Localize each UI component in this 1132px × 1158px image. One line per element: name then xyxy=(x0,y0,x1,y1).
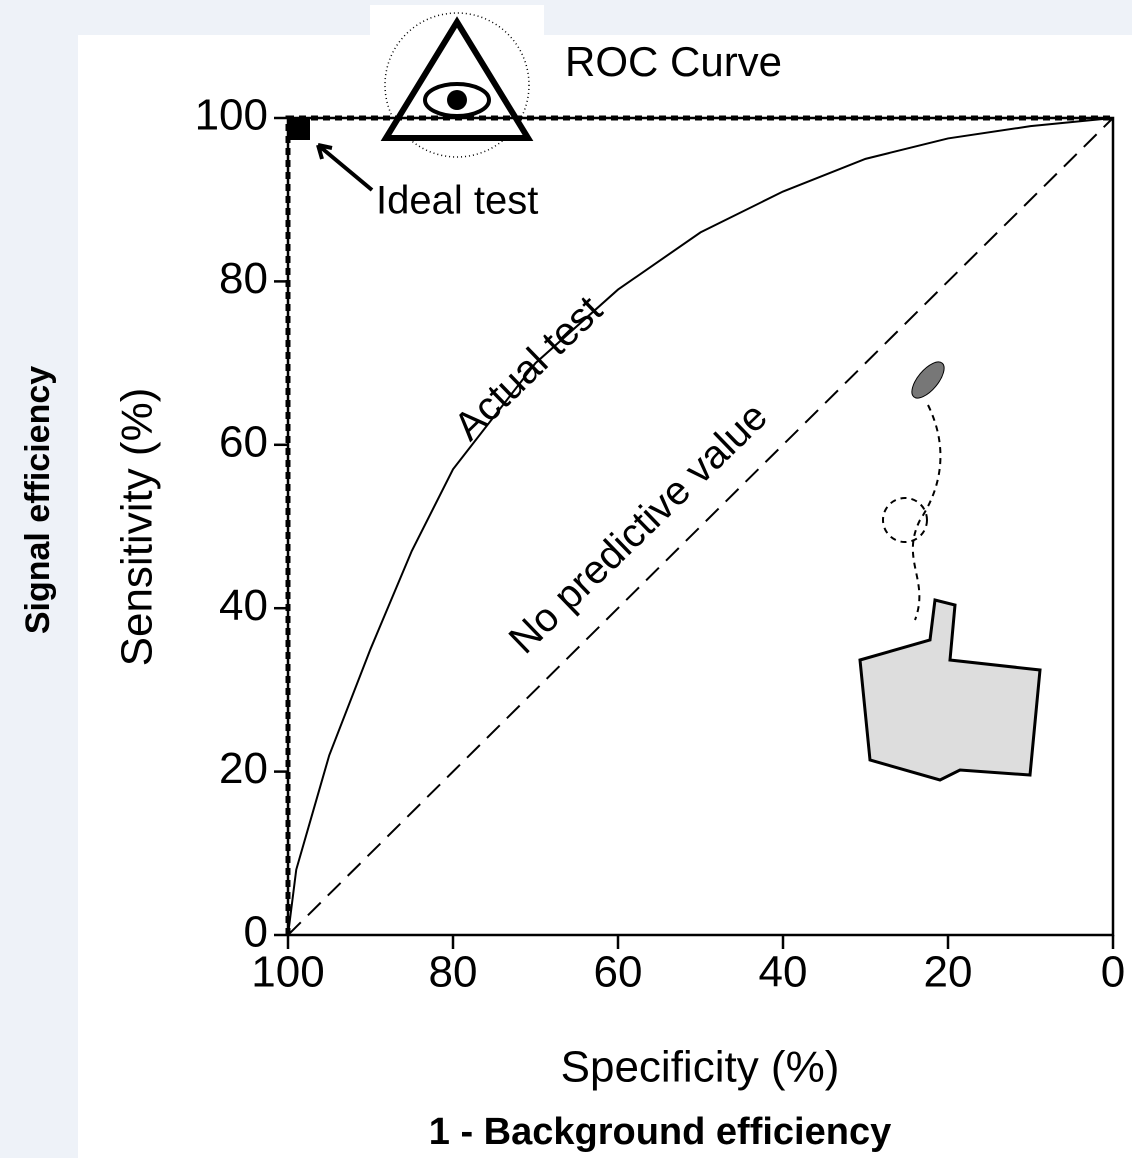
y-tick-label: 60 xyxy=(219,417,268,466)
x-tick-label: 100 xyxy=(251,948,324,997)
x-tick-label: 20 xyxy=(924,948,973,997)
x-axis-label-2: 1 - Background efficiency xyxy=(429,1111,891,1153)
annotation: Ideal test xyxy=(376,179,538,223)
coin xyxy=(911,361,945,399)
x-tick-label: 40 xyxy=(759,948,808,997)
ideal-point xyxy=(288,118,310,140)
x-axis-label: Specificity (%) xyxy=(561,1043,840,1092)
y-axis-label-2: Signal efficiency xyxy=(19,366,57,634)
y-tick-label: 20 xyxy=(219,744,268,793)
coin-ghost xyxy=(882,497,928,543)
eye-pyramid xyxy=(370,5,544,165)
thumb xyxy=(858,598,1042,782)
series-line xyxy=(287,117,1114,936)
panel xyxy=(78,35,1132,1158)
chart-title: ROC Curve xyxy=(565,38,782,85)
x-tick-label: 80 xyxy=(429,948,478,997)
annotation-arrow xyxy=(316,143,374,192)
emblem-triangle xyxy=(380,16,534,141)
emblem-pupil xyxy=(447,90,467,110)
y-tick-label: 0 xyxy=(244,908,268,957)
emblem-rays xyxy=(384,12,530,158)
y-tick-label: 80 xyxy=(219,254,268,303)
x-tick-label: 0 xyxy=(1101,948,1125,997)
x-tick-label: 60 xyxy=(594,948,643,997)
y-tick-label: 100 xyxy=(195,91,268,140)
y-tick-label: 40 xyxy=(219,581,268,630)
y-axis-label: Sensitivity (%) xyxy=(113,388,162,667)
coin-flip xyxy=(858,361,1042,782)
coin-path xyxy=(911,404,942,621)
series-line xyxy=(287,117,1114,936)
